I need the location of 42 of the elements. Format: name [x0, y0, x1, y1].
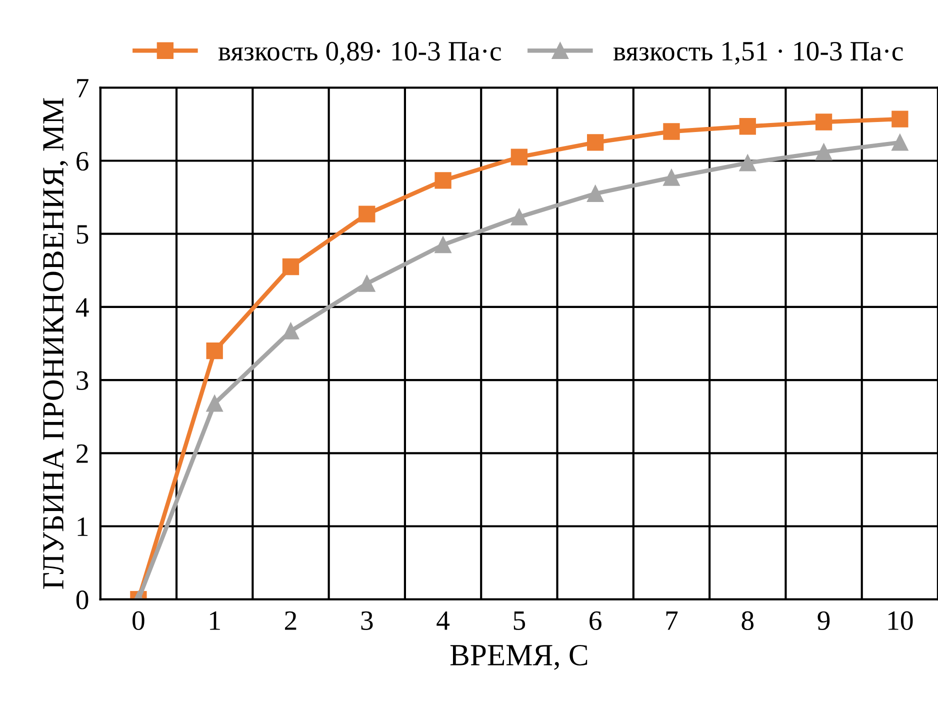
- point: [587, 134, 604, 151]
- x-tick-label: 6: [590, 611, 602, 630]
- point: [434, 236, 452, 254]
- x-tick-label: 2: [285, 611, 296, 630]
- point: [663, 123, 680, 140]
- y-tick-label: 7: [77, 79, 88, 98]
- point: [206, 342, 223, 360]
- y-axis-title: ГЛУБИНА ПРОНИКНОВЕНИЯ, ММ: [43, 98, 68, 589]
- x-tick-label: 4: [436, 611, 450, 630]
- y-tick-label: 1: [78, 518, 88, 536]
- x-tick-label: 0: [132, 611, 144, 630]
- point: [434, 172, 452, 189]
- y-tick-label: 6: [76, 152, 88, 171]
- x-axis-title: ВРЕМЯ, С: [450, 644, 588, 670]
- point: [739, 118, 756, 135]
- point: [663, 169, 680, 186]
- point: [815, 114, 832, 130]
- x-tick-label: 7: [666, 612, 678, 630]
- y-tick-label: 0: [76, 590, 88, 610]
- legend-label: вязкость 1,51 · 10-3 Па·с: [613, 42, 903, 65]
- x-tick-label: 3: [361, 611, 373, 630]
- point: [892, 134, 908, 151]
- point: [358, 275, 376, 292]
- y-tick-label: 2: [76, 444, 88, 463]
- point: [358, 206, 376, 222]
- x-tick-label: 8: [742, 611, 754, 630]
- x-tick-label: 9: [818, 611, 830, 630]
- point: [510, 148, 528, 166]
- point: [206, 395, 223, 412]
- y-tick-label: 4: [76, 298, 89, 317]
- point: [892, 110, 908, 128]
- point: [739, 154, 756, 172]
- y-tick-label: 3: [76, 371, 88, 390]
- x-tick-label: 1: [210, 611, 220, 630]
- point: [282, 258, 300, 276]
- point: [510, 208, 528, 226]
- y-tick-label: 5: [76, 225, 88, 244]
- legend-label: вязкость 0,89· 10-3 Па·с: [218, 42, 501, 65]
- x-tick-label: 10: [888, 611, 913, 630]
- x-tick-label: 5: [514, 612, 526, 630]
- point: [815, 144, 832, 160]
- point: [587, 185, 604, 202]
